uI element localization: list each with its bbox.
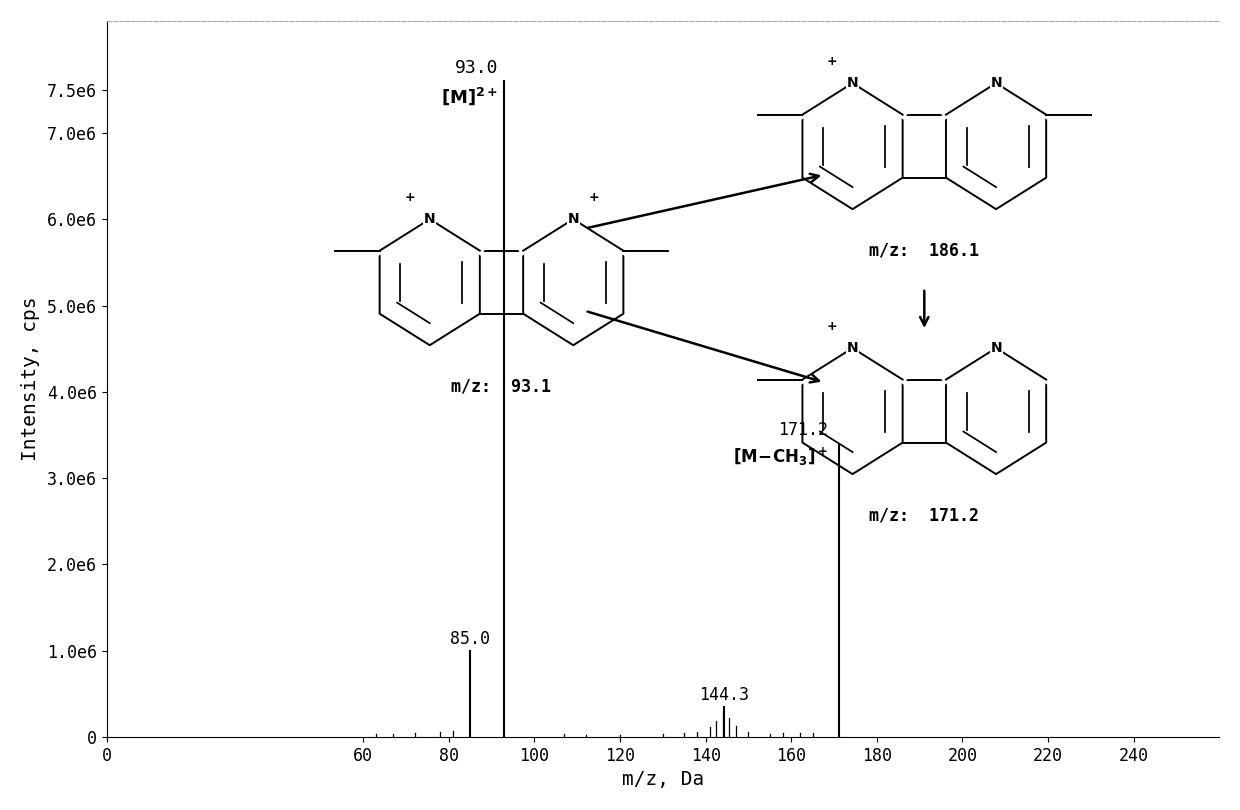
X-axis label: m/z, Da: m/z, Da bbox=[621, 770, 704, 789]
Text: +: + bbox=[827, 319, 837, 333]
Text: +: + bbox=[827, 54, 837, 67]
Y-axis label: Intensity, cps: Intensity, cps bbox=[21, 296, 40, 461]
Text: $\mathbf{[M]^{2+}}$: $\mathbf{[M]^{2+}}$ bbox=[441, 86, 498, 107]
Text: +: + bbox=[404, 190, 415, 203]
Text: m/z:  171.2: m/z: 171.2 bbox=[869, 506, 980, 525]
Text: 93.0: 93.0 bbox=[455, 58, 498, 77]
Text: N: N bbox=[847, 76, 858, 90]
Text: 85.0: 85.0 bbox=[450, 629, 490, 648]
Text: m/z:  93.1: m/z: 93.1 bbox=[451, 377, 552, 396]
Text: N: N bbox=[847, 341, 858, 355]
Text: N: N bbox=[991, 341, 1002, 355]
Text: $\mathbf{[M\!-\!CH_3]^+}$: $\mathbf{[M\!-\!CH_3]^+}$ bbox=[733, 446, 827, 468]
Text: +: + bbox=[588, 190, 599, 203]
Text: N: N bbox=[424, 212, 435, 226]
Text: 171.2: 171.2 bbox=[777, 421, 827, 439]
Text: m/z:  186.1: m/z: 186.1 bbox=[869, 241, 980, 260]
Text: N: N bbox=[991, 76, 1002, 90]
Text: 144.3: 144.3 bbox=[699, 686, 749, 704]
Text: N: N bbox=[568, 212, 579, 226]
